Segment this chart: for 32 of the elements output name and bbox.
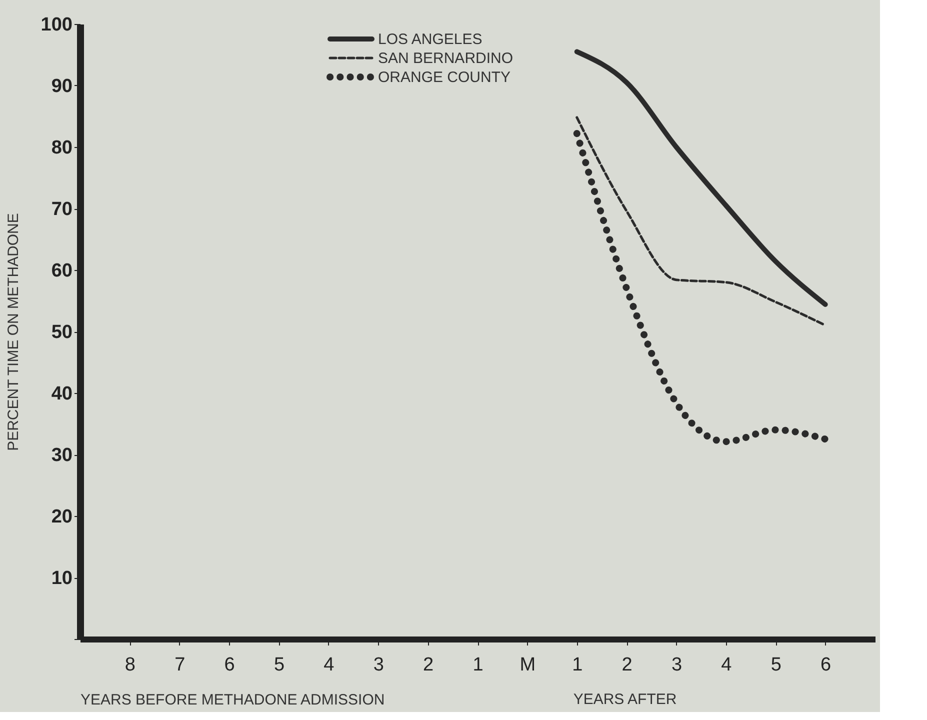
y-tick-label: 100 [40,14,72,36]
y-axis-title: PERCENT TIME ON METHADONE [4,213,22,451]
line-series [576,116,827,327]
x-tick-label: 7 [174,654,186,676]
x-axis-title: YEARS BEFORE METHADONE ADMISSION [80,692,385,708]
text: YEARS AFTER [573,691,677,708]
y-tick-label: 30 [51,445,72,466]
y-tick-label: 60 [51,260,72,282]
x-tick-label: 6 [224,654,235,676]
legend-label: LOS ANGELES [378,31,482,48]
x-tick-label: 1 [472,654,484,676]
x-tick-label: 2 [423,654,434,676]
legend-label: SAN BERNARDINO [378,50,514,67]
x-tick-label: 2 [622,654,632,676]
y-tick-label: 10 [51,568,72,589]
x-tick-label: 8 [124,654,136,676]
x-tick-label: 3 [373,654,384,676]
x-tick-label: M [520,654,536,676]
x-tick-label: 5 [770,654,782,676]
x-tick-label: 4 [721,654,732,676]
y-tick-label: 40 [51,384,72,404]
x-tick-label: 6 [820,654,832,676]
x-tick-label: 5 [274,654,285,676]
x-tick-label: 1 [572,654,583,676]
y-tick-label: 20 [51,506,72,528]
y-tick-label: 70 [51,199,72,220]
x-tick-label: 4 [324,654,335,676]
y-tick-label: 50 [51,322,72,343]
y-tick-label: 80 [51,138,72,158]
x-tick-label: 3 [671,654,682,676]
legend-label: ORANGE COUNTY [378,69,511,86]
y-tick-label: 90 [51,76,72,97]
